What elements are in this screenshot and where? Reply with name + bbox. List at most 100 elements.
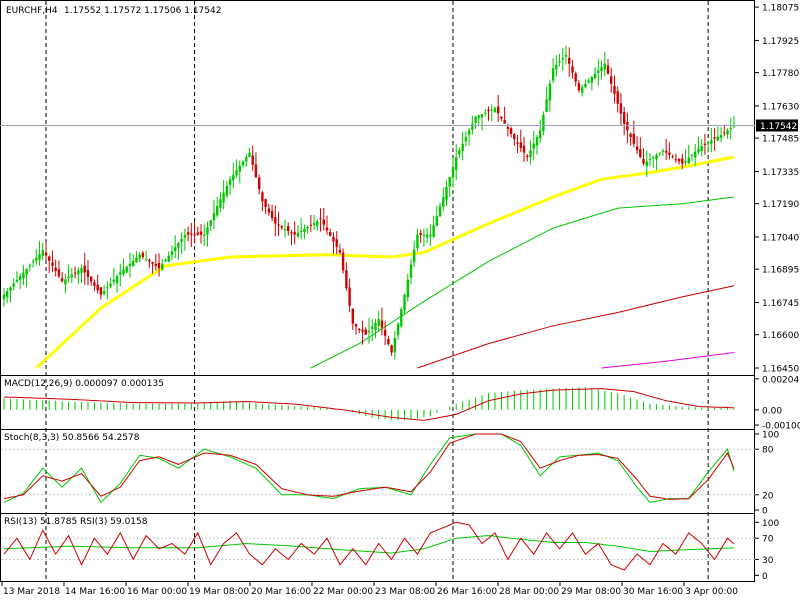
candle-body-bear <box>606 65 610 74</box>
candle-body-bear <box>522 145 526 153</box>
candle-body-bear <box>51 262 54 266</box>
candle-body-bear <box>519 142 522 149</box>
candle-body-bear <box>345 270 348 288</box>
candle-body-bull <box>106 287 109 289</box>
time-tick-label: 29 Mar 08:00 <box>561 587 621 597</box>
time-tick-label: 23 Mar 08:00 <box>375 587 435 597</box>
candle-body-bull <box>442 197 445 207</box>
candle-body-bull <box>645 161 648 167</box>
candle-body-bear <box>500 116 503 119</box>
candle-body-bull <box>455 157 458 170</box>
candle-body-bull <box>393 338 396 353</box>
candle-body-bull <box>697 148 700 153</box>
candle-body-bull <box>600 67 603 72</box>
candle-body-bull <box>551 68 555 81</box>
candle-body-bull <box>432 225 435 237</box>
candle-body-bull <box>655 154 658 160</box>
candle-body-bull <box>694 151 697 158</box>
candle-body-bear <box>99 287 103 295</box>
chart-header-symbol: EURCHF,H4 <box>6 6 58 16</box>
price-tick-label: 1.17485 <box>762 135 799 145</box>
candle-body-bull <box>564 54 568 57</box>
candle-body-bear <box>616 91 619 104</box>
candle-body-bear <box>513 134 516 140</box>
candle-body-bull <box>38 254 41 260</box>
candle-body-bear <box>703 143 707 145</box>
candle-body-bull <box>316 221 319 226</box>
price-tick-label: 1.17335 <box>762 168 799 178</box>
candle-body-bear <box>199 231 203 235</box>
candle-body-bull <box>209 220 212 226</box>
candle-body-bear <box>642 158 645 164</box>
candle-body-bear <box>290 232 293 234</box>
candle-body-bull <box>687 157 690 164</box>
current-price-label: 1.17542 <box>760 122 797 132</box>
macd-signal-line <box>3 388 735 421</box>
stoch-tick-label: 80 <box>762 446 774 456</box>
candle-body-bear <box>83 265 86 273</box>
candle-body-bull <box>367 330 371 333</box>
candle-body-bull <box>726 130 729 135</box>
candle-body-bear <box>348 287 351 306</box>
candle-body-bull <box>652 157 655 158</box>
candle-body-bull <box>28 265 31 267</box>
candle-body-bull <box>396 323 400 336</box>
candle-body-bull <box>22 272 25 279</box>
rsi-label: RSI(13) 51.8785 RSI(3) 59.0158 <box>4 517 148 527</box>
stoch-tick-label: 0 <box>762 507 768 517</box>
candle-body-bear <box>186 232 190 235</box>
candle-body-bear <box>577 83 581 91</box>
candle-body-bear <box>626 122 629 131</box>
chart-header-ohlc: 1.17552 1.17572 1.17506 1.17542 <box>64 6 221 16</box>
stoch-main-line <box>3 433 735 504</box>
candle-body-bull <box>238 165 241 172</box>
candle-body-bear <box>322 219 325 225</box>
candle-body-bear <box>390 345 393 353</box>
candle-body-bear <box>287 226 290 231</box>
price-tick-label: 1.17780 <box>762 69 799 79</box>
candle-body-bull <box>445 187 448 201</box>
candle-body-bull <box>125 266 128 273</box>
candle-body-bear <box>60 278 64 282</box>
candle-body-bull <box>400 309 403 327</box>
candle-body-bull <box>228 179 232 185</box>
candle-body-bull <box>135 257 138 263</box>
candle-body-bull <box>648 159 652 161</box>
candle-body-bull <box>183 234 187 238</box>
candle-body-bull <box>138 254 141 259</box>
candle-body-bull <box>222 192 225 203</box>
candle-body-bull <box>532 143 535 149</box>
candle-body-bear <box>639 149 642 158</box>
candle-body-bear <box>90 276 93 282</box>
candle-body-bull <box>710 140 713 144</box>
candle-body-bear <box>93 282 96 286</box>
candle-body-bull <box>467 130 471 136</box>
stochastic-indicator <box>1 433 755 504</box>
candle-body-bear <box>358 329 361 330</box>
candle-body-bear <box>267 208 271 213</box>
candle-body-bull <box>15 279 19 282</box>
candle-body-bear <box>713 137 716 139</box>
candle-body-bull <box>448 177 451 187</box>
candle-body-bull <box>77 270 80 275</box>
candle-body-bear <box>681 158 684 164</box>
candle-body-bull <box>403 294 406 311</box>
candle-body-bull <box>119 272 122 275</box>
candle-body-bull <box>413 249 416 263</box>
candle-body-bear <box>497 106 500 114</box>
time-tick-label: 19 Mar 08:00 <box>189 587 249 597</box>
candle-body-bull <box>464 137 468 142</box>
candle-body-bull <box>555 64 558 70</box>
candle-body-bear <box>319 218 322 220</box>
candle-body-bull <box>542 114 545 132</box>
candle-body-bull <box>732 125 736 127</box>
candle-body-bull <box>174 247 177 252</box>
candle-body-bull <box>490 109 493 111</box>
candle-body-bull <box>706 142 710 144</box>
time-axis: 13 Mar 2018 14 Mar 16:00 16 Mar 00:00 19 Ma… <box>1 582 738 597</box>
macd-label: MACD(12,26,9) 0.000097 0.000135 <box>4 379 164 389</box>
candle-body-bull <box>18 276 22 280</box>
rsi-indicator <box>1 521 755 571</box>
candle-body-bear <box>274 217 277 224</box>
